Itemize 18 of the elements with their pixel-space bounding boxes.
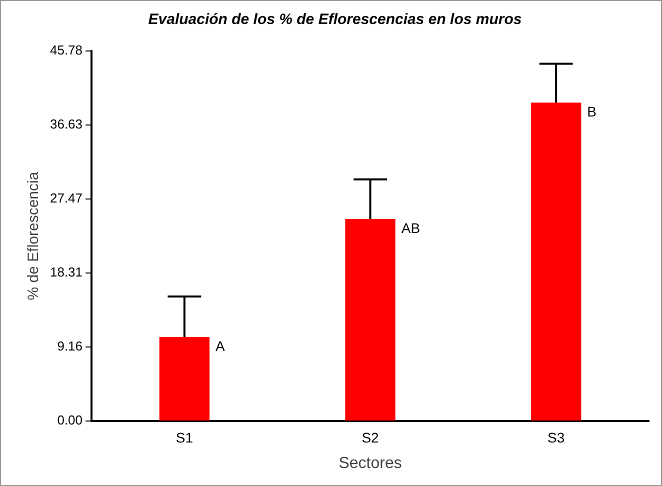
y-tick-label: 36.63 [50, 116, 83, 132]
x-tick-label: S3 [548, 429, 565, 446]
bar [159, 336, 210, 420]
y-tick-label: 27.47 [50, 190, 83, 206]
y-tick-label: 18.31 [50, 264, 83, 280]
bar [531, 102, 582, 420]
annotation: A [216, 338, 226, 354]
annotation: AB [401, 220, 420, 236]
annotation: B [587, 103, 597, 120]
chart-title: Evaluación de los % de Eflorescencias en los muros [148, 11, 522, 28]
y-axis-title: % de Eflorescencia [25, 171, 42, 300]
x-tick-label: S1 [176, 429, 194, 446]
y-tick-label: 45.78 [50, 42, 83, 58]
y-tick-label: 9.16 [57, 338, 83, 354]
y-tick-label: 0.00 [57, 412, 83, 428]
x-tick-label: S2 [362, 429, 380, 446]
bar [345, 218, 396, 420]
x-axis-title: Sectores [338, 454, 402, 472]
